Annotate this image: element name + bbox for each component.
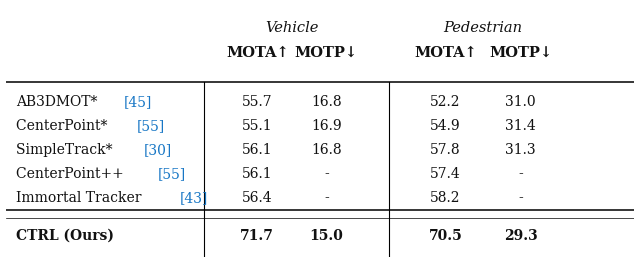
Text: Pedestrian: Pedestrian bbox=[444, 21, 523, 35]
Text: -: - bbox=[324, 167, 329, 181]
Text: [30]: [30] bbox=[143, 143, 172, 157]
Text: [43]: [43] bbox=[180, 191, 209, 205]
Text: 54.9: 54.9 bbox=[430, 119, 461, 133]
Text: 52.2: 52.2 bbox=[430, 95, 461, 109]
Text: 56.1: 56.1 bbox=[242, 167, 273, 181]
Text: MOTA↑: MOTA↑ bbox=[226, 46, 289, 60]
Text: Immortal Tracker: Immortal Tracker bbox=[16, 191, 146, 205]
Text: 71.7: 71.7 bbox=[241, 228, 274, 243]
Text: 16.8: 16.8 bbox=[311, 95, 342, 109]
Text: 16.9: 16.9 bbox=[311, 119, 342, 133]
Text: 57.4: 57.4 bbox=[430, 167, 461, 181]
Text: -: - bbox=[518, 167, 523, 181]
Text: [45]: [45] bbox=[124, 95, 152, 109]
Text: 16.8: 16.8 bbox=[311, 143, 342, 157]
Text: [55]: [55] bbox=[157, 167, 186, 181]
Text: 31.4: 31.4 bbox=[506, 119, 536, 133]
Text: -: - bbox=[518, 191, 523, 205]
Text: CenterPoint++: CenterPoint++ bbox=[16, 167, 128, 181]
Text: 56.1: 56.1 bbox=[242, 143, 273, 157]
Text: CenterPoint*: CenterPoint* bbox=[16, 119, 111, 133]
Text: 58.2: 58.2 bbox=[430, 191, 461, 205]
Text: Vehicle: Vehicle bbox=[265, 21, 319, 35]
Text: CTRL (Ours): CTRL (Ours) bbox=[16, 228, 114, 243]
Text: 55.1: 55.1 bbox=[242, 119, 273, 133]
Text: 31.0: 31.0 bbox=[506, 95, 536, 109]
Text: MOTP↓: MOTP↓ bbox=[294, 46, 358, 60]
Text: 57.8: 57.8 bbox=[430, 143, 461, 157]
Text: AB3DMOT*: AB3DMOT* bbox=[16, 95, 102, 109]
Text: 55.7: 55.7 bbox=[242, 95, 273, 109]
Text: 70.5: 70.5 bbox=[429, 228, 462, 243]
Text: SimpleTrack*: SimpleTrack* bbox=[16, 143, 116, 157]
Text: 31.3: 31.3 bbox=[506, 143, 536, 157]
Text: 15.0: 15.0 bbox=[309, 228, 343, 243]
Text: -: - bbox=[324, 191, 329, 205]
Text: MOTA↑: MOTA↑ bbox=[414, 46, 477, 60]
Text: MOTP↓: MOTP↓ bbox=[489, 46, 552, 60]
Text: 56.4: 56.4 bbox=[242, 191, 273, 205]
Text: 29.3: 29.3 bbox=[504, 228, 538, 243]
Text: [55]: [55] bbox=[137, 119, 165, 133]
